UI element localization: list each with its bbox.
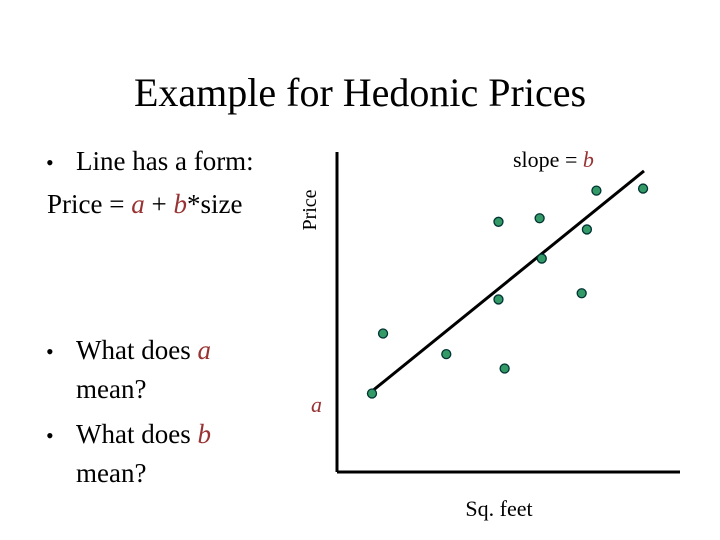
data-point [591, 185, 602, 196]
regression-line [366, 169, 645, 396]
question-a-var: a [197, 335, 211, 365]
question-b-var: b [197, 419, 211, 449]
x-axis-label: Sq. feet [465, 496, 532, 521]
data-point [534, 213, 545, 224]
price-equation: Price = a + b*size [47, 187, 242, 221]
slope-label: slope = b [513, 147, 594, 172]
slide-title: Example for Hedonic Prices [133, 70, 587, 115]
slope-label-var: b [583, 147, 594, 172]
line-form-text: Line has a form: [76, 146, 254, 176]
data-point [499, 363, 510, 374]
equation-b: b [173, 189, 187, 219]
question-a-line2: mean? [76, 374, 147, 404]
bullet-marker: • [46, 339, 54, 364]
data-points [366, 183, 649, 399]
data-point [637, 183, 649, 194]
data-point [377, 328, 389, 339]
equation-lhs: Price = [47, 189, 132, 219]
bullet-marker: • [46, 150, 54, 175]
equation-plus: + [144, 189, 174, 219]
data-point [576, 288, 587, 299]
y-axis-label: Price [299, 189, 321, 230]
fit-line-group [366, 169, 645, 396]
question-b-line2: mean? [76, 458, 147, 488]
slope-label-text: slope = [513, 147, 583, 172]
bullet-marker: • [46, 423, 54, 448]
data-point [366, 388, 378, 399]
equation-a: a [131, 189, 145, 219]
question-b-pre: What does [76, 419, 198, 449]
question-a-pre: What does [76, 335, 198, 365]
data-point [536, 253, 547, 264]
data-point [441, 348, 452, 360]
question-b-line1: What does b [76, 417, 211, 451]
question-a-line1: What does a [76, 333, 211, 367]
equation-rhs: *size [186, 189, 243, 219]
intercept-label: a [311, 392, 322, 417]
data-point [493, 294, 504, 305]
data-point [493, 216, 504, 227]
data-point [581, 224, 593, 235]
